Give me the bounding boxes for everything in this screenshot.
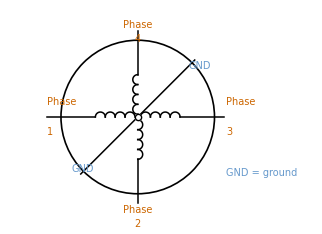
Text: Phase: Phase bbox=[226, 97, 255, 106]
Text: 4: 4 bbox=[135, 34, 141, 44]
Text: 3: 3 bbox=[226, 128, 232, 137]
Text: 1: 1 bbox=[47, 128, 53, 137]
Text: Phase: Phase bbox=[123, 205, 152, 215]
Text: GND: GND bbox=[72, 164, 94, 174]
Text: GND: GND bbox=[188, 61, 211, 71]
Text: GND = ground: GND = ground bbox=[226, 168, 298, 178]
Text: Phase: Phase bbox=[47, 97, 76, 106]
Text: Phase: Phase bbox=[123, 20, 152, 30]
Text: 2: 2 bbox=[135, 219, 141, 229]
